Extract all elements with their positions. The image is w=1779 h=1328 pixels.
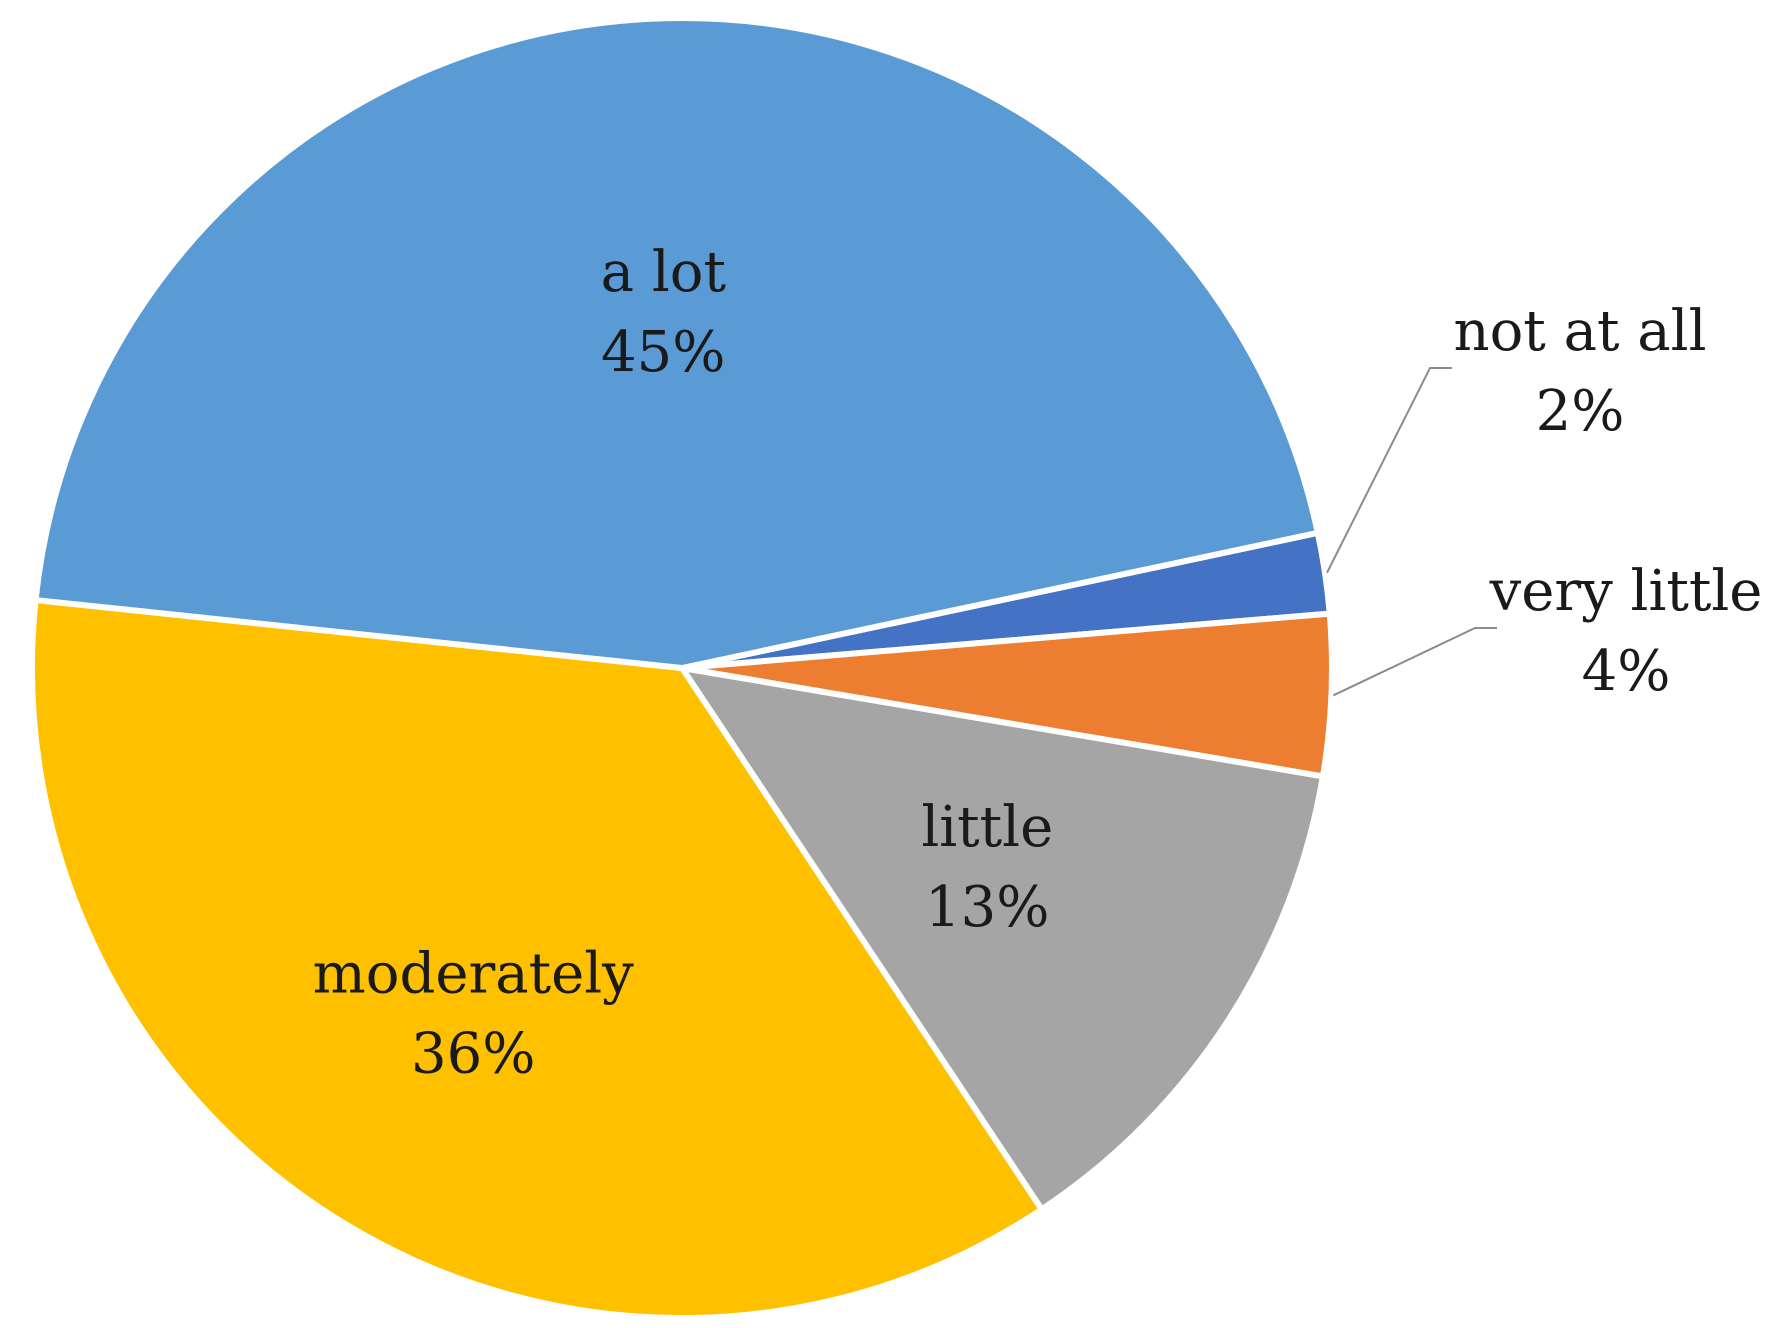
pie-slice-little: [679, 665, 1326, 1213]
slice-category-label-little: little: [921, 795, 1053, 860]
slice-category-label-not-at-all: not at all: [1454, 299, 1707, 364]
slice-category-label-very-little: very little: [1489, 559, 1763, 624]
slice-category-label-moderately: moderately: [313, 942, 635, 1007]
slices-group: [29, 14, 1335, 1321]
slice-value-label-very-little: 4%: [1582, 639, 1671, 704]
leader-lines-group: [1326, 367, 1497, 697]
slice-value-label-not-at-all: 2%: [1536, 379, 1625, 444]
slice-value-label-little: 13%: [925, 875, 1049, 940]
slice-value-label-a-lot: 45%: [601, 320, 725, 385]
slice-value-label-moderately: 36%: [411, 1022, 535, 1087]
leader-line-not-at-all: [1326, 367, 1452, 574]
leader-line-very-little: [1332, 627, 1497, 697]
slice-category-label-a-lot: a lot: [601, 240, 727, 305]
pie-slice-a-lot: [32, 14, 1321, 671]
labels-group: not at all 2% very little 4% little 13% modera…: [313, 240, 1763, 1087]
pie-slice-moderately: [29, 597, 1045, 1321]
